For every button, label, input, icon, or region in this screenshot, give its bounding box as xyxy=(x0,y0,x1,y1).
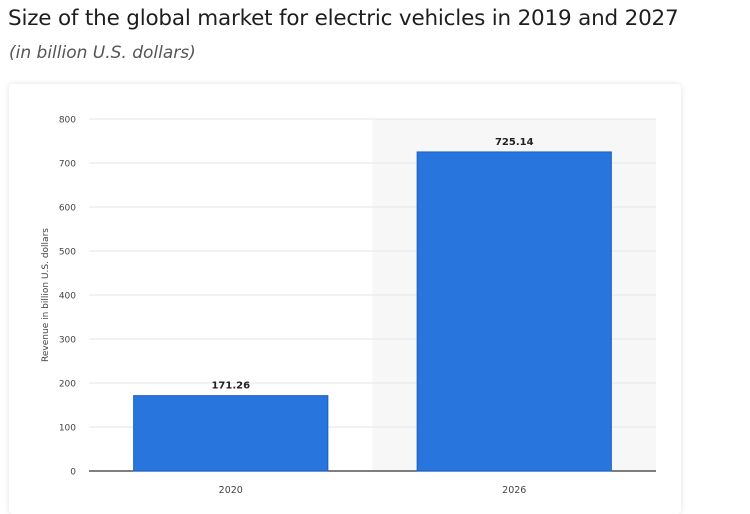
y-tick-label: 400 xyxy=(59,292,76,302)
bar-2020 xyxy=(133,395,329,472)
y-tick-label: 500 xyxy=(59,248,76,258)
y-tick-label: 700 xyxy=(59,160,76,170)
bar-2026 xyxy=(416,151,612,472)
y-tick-label: 600 xyxy=(59,204,76,214)
data-label: 725.14 xyxy=(495,137,534,148)
x-tick-label: 2026 xyxy=(502,485,526,496)
y-tick-label: 200 xyxy=(59,380,76,390)
y-tick-label: 300 xyxy=(59,336,76,346)
chart-subtitle: (in billion U.S. dollars) xyxy=(9,43,196,63)
y-tick-label: 800 xyxy=(59,116,76,126)
data-label: 171.26 xyxy=(211,381,250,392)
y-axis-label: Revenue in billion U.S. dollars xyxy=(41,228,51,362)
x-tick-label: 2020 xyxy=(219,485,243,496)
y-tick-label: 0 xyxy=(70,468,76,478)
chart-title: Size of the global market for electric v… xyxy=(8,6,679,31)
y-tick-label: 100 xyxy=(59,424,76,434)
